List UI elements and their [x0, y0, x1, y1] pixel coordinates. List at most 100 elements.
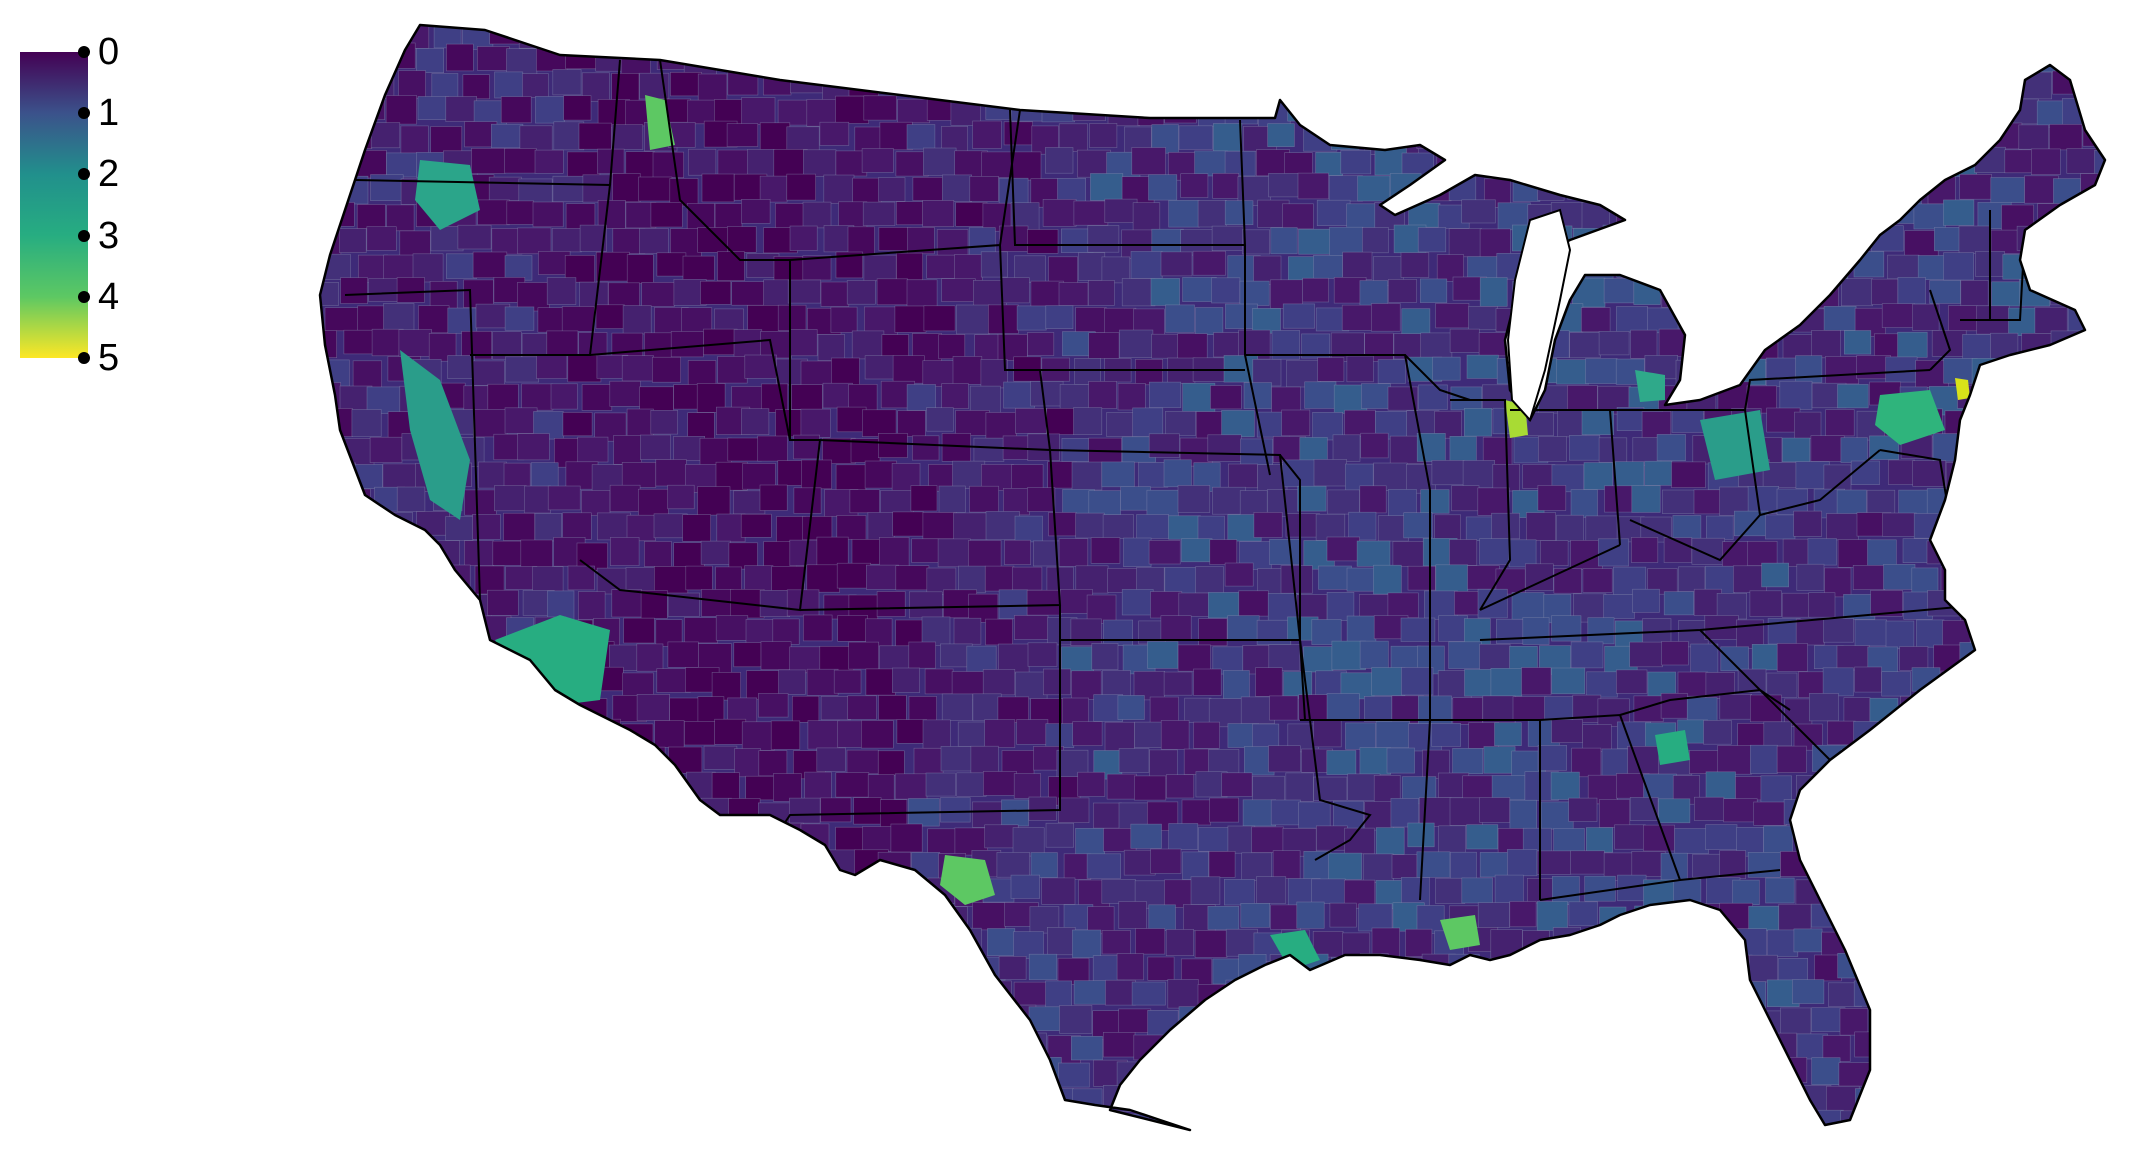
county-cell — [561, 771, 596, 796]
county-cell — [1687, 227, 1720, 255]
county-cell — [669, 25, 701, 45]
county-cell — [1512, 1056, 1547, 1087]
county-cell — [323, 565, 357, 594]
county-cell — [580, 490, 611, 517]
county-cell — [1073, 980, 1109, 1005]
county-cell — [2065, 722, 2094, 752]
county-cell — [607, 798, 635, 824]
county-cell — [1461, 1032, 1494, 1062]
county-cell — [683, 47, 717, 76]
county-cell — [398, 70, 426, 99]
county-cell — [1536, 901, 1568, 931]
county-cell — [1149, 696, 1179, 725]
county-cell — [2008, 355, 2038, 383]
county-cell — [697, 227, 732, 253]
county-cell — [1477, 902, 1510, 928]
county-cell — [1105, 979, 1136, 1006]
county-cell — [399, 230, 431, 258]
county-cell — [547, 485, 581, 511]
county-cell — [1239, 25, 1271, 48]
county-cell — [627, 1141, 660, 1150]
county-cell — [682, 827, 710, 856]
county-cell — [1763, 204, 1795, 233]
county-cell — [835, 150, 868, 177]
county-cell — [1959, 174, 1992, 200]
county-cell — [838, 1138, 871, 1150]
county-cell — [487, 383, 519, 412]
county-cell — [2052, 25, 2087, 46]
county-cell — [1449, 1112, 1479, 1130]
county-cell — [611, 1062, 644, 1091]
county-cell — [1317, 978, 1348, 1007]
county-cell — [1058, 123, 1088, 152]
county-cell — [398, 956, 427, 985]
county-cell — [2018, 747, 2047, 774]
county-cell — [1390, 798, 1419, 828]
county-cell — [1195, 307, 1224, 336]
county-cell — [1897, 277, 1926, 305]
county-cell — [1104, 721, 1135, 752]
county-cell — [731, 1005, 760, 1032]
county-cell — [906, 124, 936, 150]
county-cell — [2094, 150, 2105, 179]
county-cell — [741, 827, 777, 856]
county-cell — [1121, 68, 1151, 97]
county-cell — [472, 251, 508, 279]
county-cell — [2127, 1089, 2150, 1116]
county-cell — [1387, 386, 1419, 411]
county-cell — [1016, 305, 1047, 331]
county-cell — [1720, 121, 1755, 147]
county-cell — [1103, 1032, 1136, 1058]
county-cell — [673, 1007, 704, 1035]
county-cell — [1587, 617, 1615, 645]
county-cell — [1027, 487, 1056, 512]
county-cell — [793, 487, 822, 514]
county-cell — [2127, 356, 2150, 383]
county-cell — [1304, 381, 1337, 409]
county-cell — [1063, 853, 1092, 880]
county-cell — [1449, 328, 1480, 353]
county-cell — [609, 537, 640, 566]
county-cell — [2127, 150, 2150, 178]
county-cell — [861, 148, 894, 173]
county-cell — [534, 827, 569, 854]
county-cell — [320, 591, 340, 616]
county-cell — [1359, 953, 1389, 979]
county-cell — [1477, 487, 1510, 516]
county-cell — [699, 957, 730, 984]
county-cell — [550, 1057, 579, 1084]
county-cell — [1628, 1114, 1660, 1130]
county-cell — [1299, 437, 1328, 463]
county-cell — [532, 566, 564, 594]
county-cell — [1574, 69, 1605, 98]
county-cell — [1762, 48, 1790, 73]
county-cell — [1316, 825, 1348, 851]
county-cell — [1821, 774, 1853, 804]
county-cell — [763, 279, 791, 308]
county-cell — [1942, 878, 1970, 908]
county-cell — [386, 1139, 419, 1150]
county-cell — [1751, 1061, 1779, 1087]
county-cell — [1448, 228, 1482, 258]
county-cell — [748, 48, 776, 73]
county-cell — [2068, 771, 2096, 801]
county-cell — [1466, 354, 1499, 379]
county-cell — [1165, 410, 1197, 436]
county-cell — [1700, 358, 1729, 388]
county-cell — [864, 460, 897, 489]
county-cell — [787, 279, 822, 304]
county-cell — [2128, 464, 2150, 491]
county-cell — [1118, 748, 1150, 773]
county-cell — [1942, 775, 1970, 804]
county-cell — [1509, 799, 1538, 829]
county-cell — [763, 955, 791, 985]
county-cell — [1498, 1031, 1526, 1060]
county-cell — [980, 359, 1008, 389]
county-cell — [1827, 720, 1856, 746]
hotspot-new-york-city — [1955, 378, 1970, 400]
county-cell — [320, 643, 338, 673]
county-cell — [1030, 280, 1064, 309]
county-cell — [701, 173, 735, 203]
county-cell — [1117, 382, 1146, 411]
county-cell — [490, 799, 520, 828]
